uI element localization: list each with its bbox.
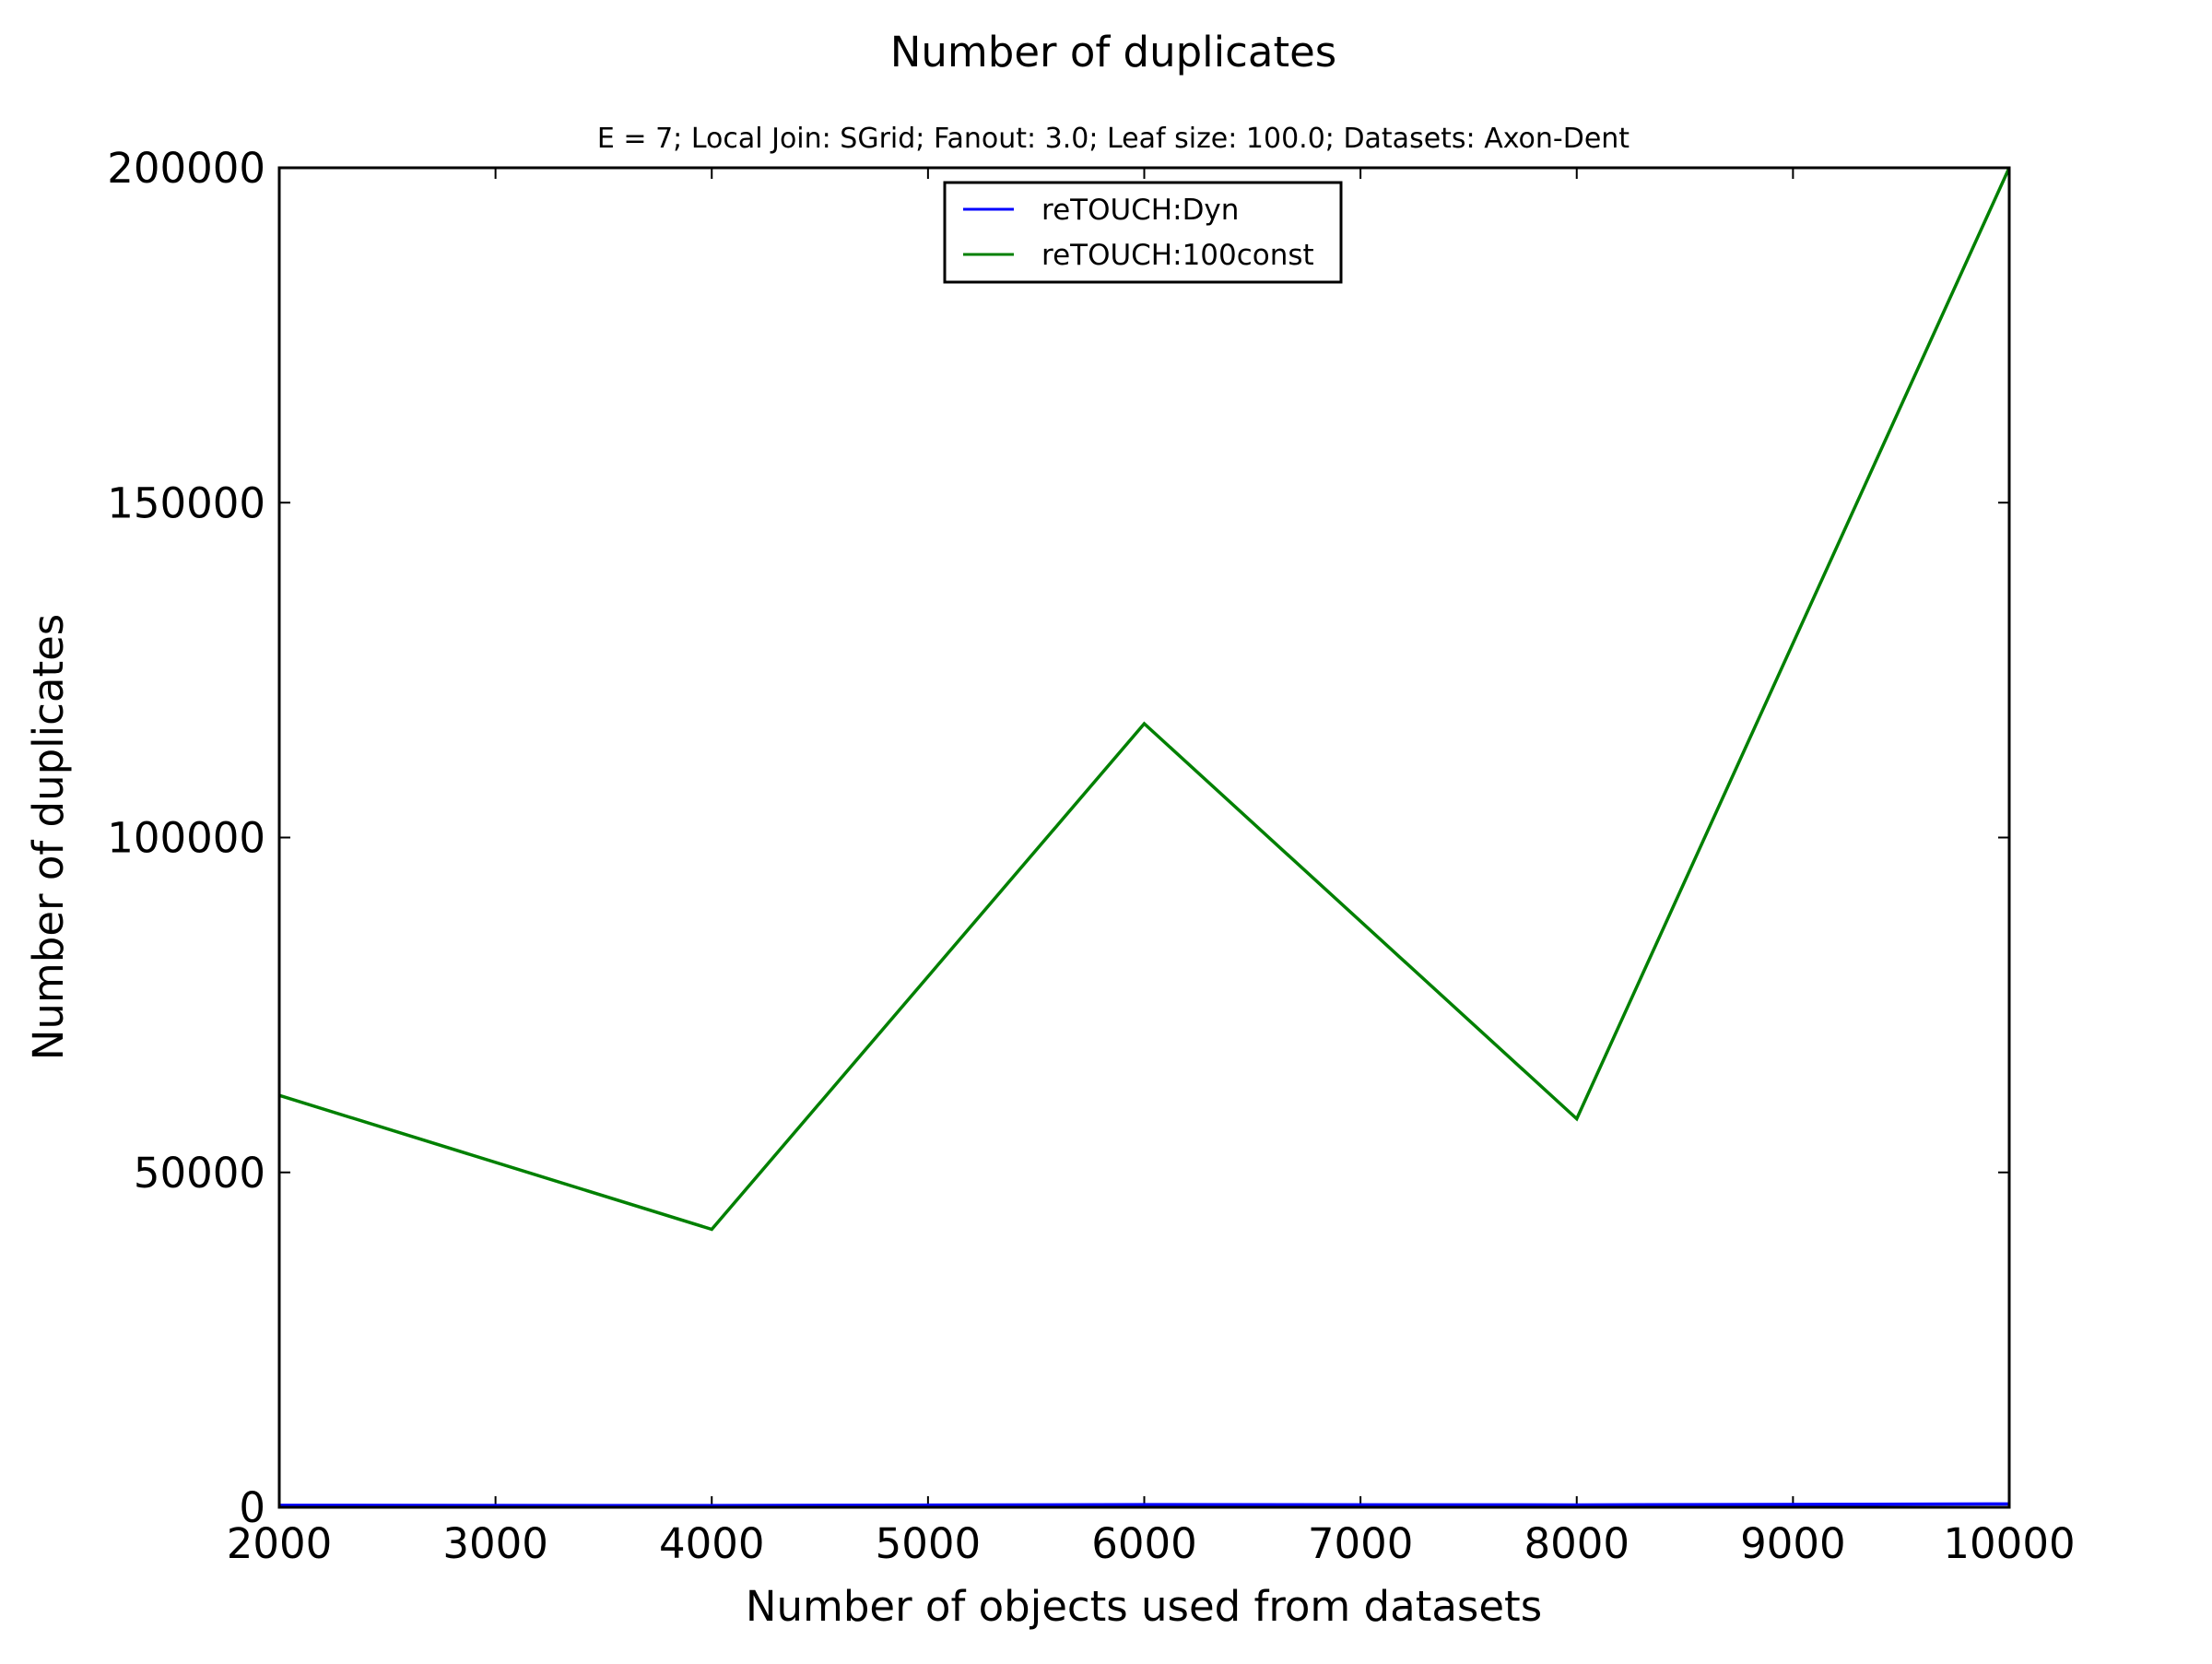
y-tick-label: 200000 xyxy=(107,144,265,193)
x-tick-label: 3000 xyxy=(442,1519,548,1568)
y-tick-label: 0 xyxy=(239,1483,265,1532)
x-tick-label: 10000 xyxy=(1943,1519,2075,1568)
x-tick-label: 9000 xyxy=(1740,1519,1846,1568)
x-tick-label: 8000 xyxy=(1524,1519,1630,1568)
x-tick-label: 7000 xyxy=(1308,1519,1414,1568)
y-tick-label: 150000 xyxy=(107,478,265,527)
x-tick-label: 5000 xyxy=(876,1519,982,1568)
axis-ticks: 2000 3000 4000 5000 6000 7000 8000 9000 10000050… xyxy=(107,144,2075,1568)
y-tick-label: 50000 xyxy=(134,1149,265,1198)
legend-label-100const: reTOUCH:100const xyxy=(1041,239,1314,272)
chart-title: Number of duplicates xyxy=(890,28,1337,77)
y-axis-label: Number of duplicates xyxy=(24,614,73,1061)
y-tick-label: 100000 xyxy=(107,814,265,863)
legend-label-dyn: reTOUCH:Dyn xyxy=(1041,194,1239,227)
chart-subtitle: E = 7; Local Join: SGrid; Fanout: 3.0; L… xyxy=(597,123,1630,155)
x-tick-label: 4000 xyxy=(659,1519,765,1568)
x-tick-label: 6000 xyxy=(1091,1519,1197,1568)
plot-area-frame xyxy=(277,166,2011,1509)
x-tick-label: 2000 xyxy=(227,1519,333,1568)
legend: reTOUCH:Dyn reTOUCH:100const xyxy=(943,181,1343,284)
series-line-1 xyxy=(278,167,2011,1232)
series-layer xyxy=(278,167,2011,1507)
x-axis-label: Number of objects used from datasets xyxy=(746,1582,1542,1631)
series-line-0 xyxy=(278,1502,2010,1507)
legend-box xyxy=(943,181,1343,284)
